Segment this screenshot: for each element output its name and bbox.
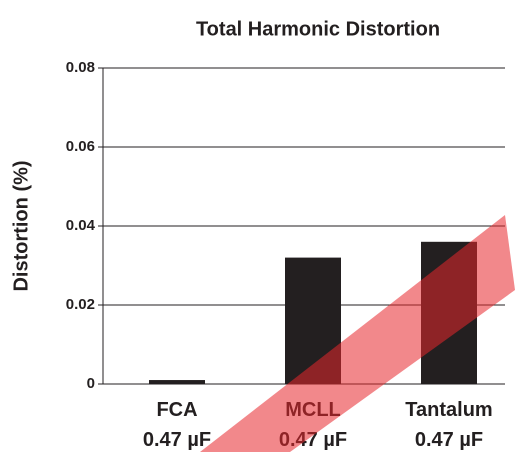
bar — [149, 380, 205, 384]
chart-title: Total Harmonic Distortion — [196, 18, 440, 40]
y-tick-label: 0.02 — [66, 296, 95, 313]
y-tick-label: 0.08 — [66, 59, 95, 76]
y-tick-label: 0 — [87, 375, 95, 392]
watermark — [200, 215, 515, 452]
x-tick-label: FCA 0.47 µF — [143, 399, 211, 451]
x-tick-label: Tantalum 0.47 µF — [405, 399, 492, 451]
y-tick-label: 0.06 — [66, 138, 95, 155]
y-tick-label: 0.04 — [66, 217, 96, 234]
y-axis-label: Distortion (%) — [10, 160, 32, 291]
